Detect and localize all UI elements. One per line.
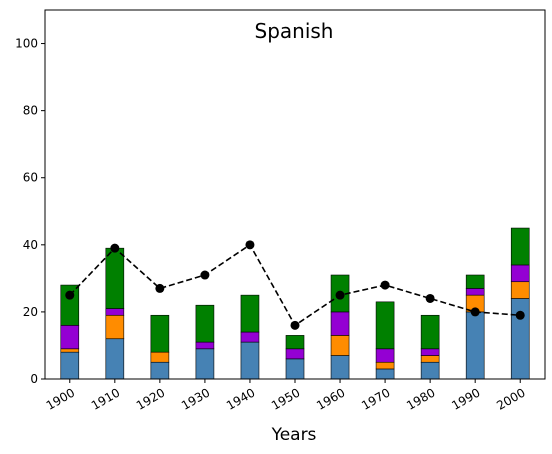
- bars-layer: [60, 227, 530, 380]
- bar-1910-s1: [105, 314, 125, 340]
- trend-point-1920: [155, 283, 165, 293]
- bar-1980-s0: [420, 361, 440, 380]
- bar-1970-s1: [375, 361, 395, 370]
- bar-1950-s2: [285, 348, 305, 360]
- bar-1900-s2: [60, 325, 80, 350]
- trend-point-1990: [470, 307, 480, 317]
- bar-1920-s1: [150, 351, 170, 363]
- y-tick-label-80: 80: [23, 104, 38, 118]
- bar-1900-s0: [60, 351, 80, 380]
- y-tick-label-0: 0: [30, 372, 38, 386]
- y-tick-label-40: 40: [23, 238, 38, 252]
- bar-1930-s0: [195, 348, 215, 380]
- bar-2000-s2: [510, 264, 530, 283]
- bar-1930-s2: [195, 341, 215, 350]
- trend-point-1900: [65, 290, 75, 300]
- trend-point-1940: [245, 240, 255, 250]
- trend-point-1910: [110, 243, 120, 253]
- bar-1940-s0: [240, 341, 260, 380]
- bar-1910-s2: [105, 308, 125, 316]
- bar-1960-s1: [330, 335, 350, 356]
- bar-1930-s3: [195, 304, 215, 343]
- y-tick-label-100: 100: [15, 37, 38, 51]
- bar-1980-s3: [420, 314, 440, 350]
- bar-1940-s3: [240, 294, 260, 333]
- trend-point-1960: [335, 290, 345, 300]
- bar-1980-s1: [420, 355, 440, 363]
- trend-point-1980: [425, 293, 435, 303]
- y-tick-label-60: 60: [23, 171, 38, 185]
- bar-1990-s0: [465, 311, 485, 380]
- bar-1920-s0: [150, 361, 170, 380]
- chart-title: Spanish: [255, 19, 334, 43]
- trend-point-2000: [515, 310, 525, 320]
- bar-1990-s2: [465, 288, 485, 296]
- trend-point-1930: [200, 270, 210, 280]
- x-axis-label: Years: [271, 425, 317, 445]
- bar-1950-s3: [285, 335, 305, 350]
- trend-point-1950: [290, 320, 300, 330]
- bar-1970-s2: [375, 348, 395, 363]
- bar-1970-s3: [375, 301, 395, 350]
- bar-1920-s3: [150, 314, 170, 353]
- bar-1990-s3: [465, 274, 485, 289]
- bar-1970-s0: [375, 368, 395, 380]
- trend-point-1970: [380, 280, 390, 290]
- bar-2000-s0: [510, 298, 530, 380]
- bar-1950-s0: [285, 358, 305, 380]
- bar-1960-s2: [330, 311, 350, 336]
- bar-1900-s1: [60, 348, 80, 353]
- line-layer: [65, 240, 525, 330]
- y-tick-label-20: 20: [23, 305, 38, 319]
- bar-1940-s2: [240, 331, 260, 343]
- bar-1910-s0: [105, 338, 125, 380]
- bar-1960-s0: [330, 355, 350, 380]
- bar-2000-s1: [510, 281, 530, 299]
- bar-1980-s2: [420, 348, 440, 356]
- bar-1910-s3: [105, 247, 125, 309]
- bar-2000-s3: [510, 227, 530, 266]
